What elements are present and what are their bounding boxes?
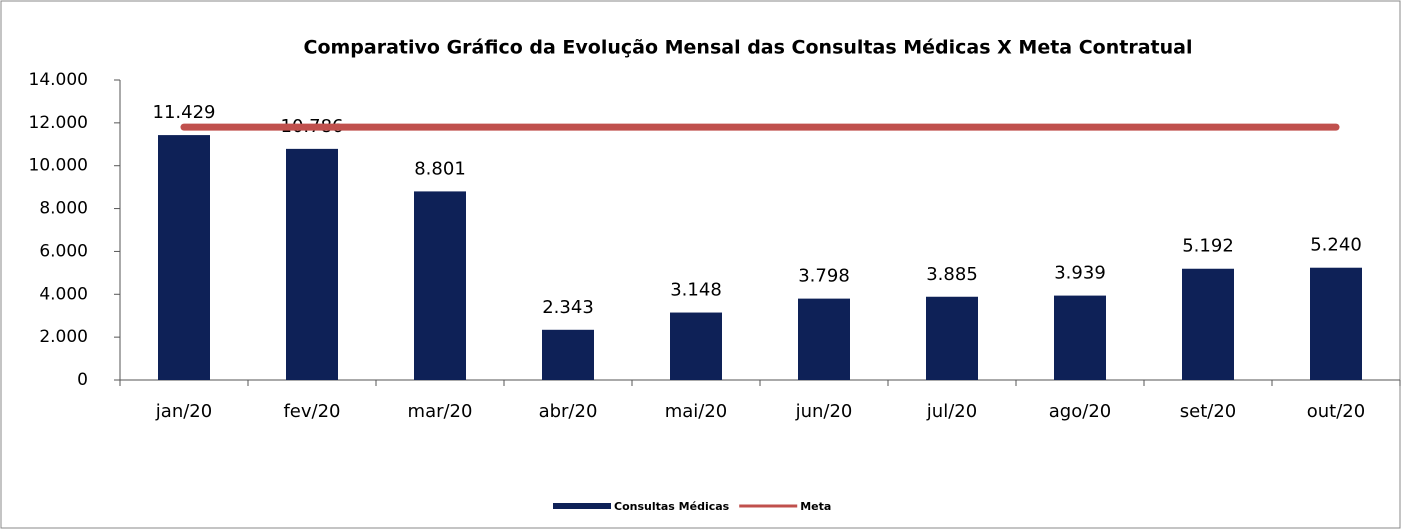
y-tick-label: 10.000 [29,156,88,176]
bar [158,135,210,380]
value-label: 8.801 [414,158,466,179]
legend-label: Meta [800,500,831,513]
value-label: 2.343 [542,297,594,318]
bar [1310,267,1362,380]
bar [414,191,466,380]
x-tick-label: fev/20 [283,401,340,422]
y-tick-label: 8.000 [39,199,88,219]
value-label: 5.240 [1310,235,1362,256]
y-tick-label: 6.000 [39,241,88,261]
x-tick-label: abr/20 [539,401,598,422]
x-tick-label: mar/20 [408,401,473,422]
value-label: 3.798 [798,266,850,287]
x-tick-label: jun/20 [795,401,853,422]
bar [1054,295,1106,380]
legend-label: Consultas Médicas [614,500,730,513]
y-tick-label: 4.000 [39,284,88,304]
legend-swatch [553,503,611,509]
chart-title: Comparativo Gráfico da Evolução Mensal d… [304,37,1193,59]
y-tick-label: 14.000 [29,70,88,90]
bar [542,329,594,380]
bar [286,148,338,380]
x-tick-label: set/20 [1180,401,1236,422]
value-label: 3.885 [926,264,978,285]
value-label: 3.939 [1054,263,1106,284]
x-tick-label: mai/20 [665,401,728,422]
y-tick-label: 0 [77,370,88,390]
x-tick-label: ago/20 [1049,401,1111,422]
y-tick-label: 12.000 [29,113,88,133]
value-label: 11.429 [153,102,216,123]
bar [670,312,722,380]
y-tick-label: 2.000 [39,327,88,347]
bar [1182,268,1234,380]
bar [798,298,850,380]
bar [926,296,978,380]
x-tick-label: jul/20 [926,401,977,422]
value-label: 3.148 [670,280,722,301]
x-tick-label: out/20 [1307,401,1365,422]
x-tick-label: jan/20 [155,401,212,422]
value-label: 5.192 [1182,236,1234,257]
